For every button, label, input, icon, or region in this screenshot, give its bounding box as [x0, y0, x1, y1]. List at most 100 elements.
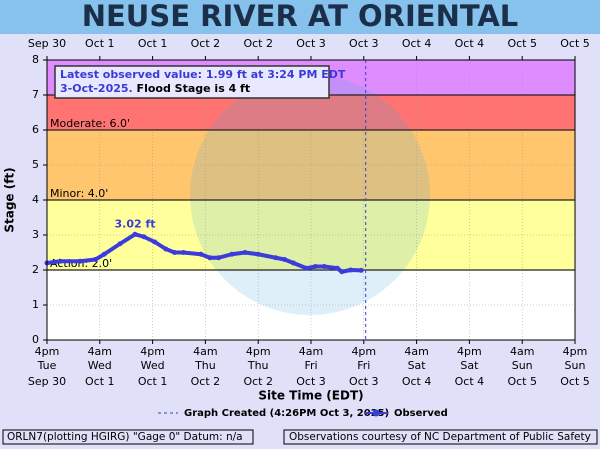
- x-tick-day: Tue: [37, 359, 57, 372]
- footer-left: ORLN7(plotting HGIRG) "Gage 0" Datum: n/…: [7, 431, 243, 443]
- x-tick-day: Sun: [565, 359, 586, 372]
- x-tick-date: Oct 5: [560, 375, 590, 388]
- y-tick-label: 7: [32, 88, 39, 101]
- observed-point: [57, 258, 63, 264]
- top-tick-label: Oct 1: [138, 37, 168, 50]
- observed-point: [77, 258, 83, 264]
- x-tick-day: Thu: [247, 359, 269, 372]
- x-tick-date: Sep 30: [28, 375, 66, 388]
- annotation-flood: Flood Stage is 4 ft: [133, 82, 250, 95]
- x-tick-label: 4am: [299, 345, 323, 358]
- x-tick-label: 4am: [404, 345, 428, 358]
- y-tick-label: 8: [32, 53, 39, 66]
- footer-left-box: [2, 429, 254, 445]
- x-tick-label: 4am: [193, 345, 217, 358]
- x-tick-day: Sat: [460, 359, 479, 372]
- x-tick-label: 4pm: [140, 345, 165, 358]
- observed-point: [180, 250, 186, 255]
- observed-point: [334, 265, 340, 271]
- x-tick-label: 4pm: [246, 345, 271, 358]
- top-tick-label: Oct 1: [85, 37, 115, 50]
- observed-point: [198, 251, 204, 257]
- legend-created: Graph Created (4:26PM Oct 3, 2025): [184, 408, 389, 419]
- x-tick-label: 4pm: [563, 345, 588, 358]
- y-axis-label: Stage (ft): [3, 167, 17, 232]
- x-tick-date: Oct 1: [85, 375, 115, 388]
- y-tick-label: 1: [32, 298, 39, 311]
- observed-point: [358, 267, 364, 273]
- plot-border: [46, 59, 576, 341]
- flood-band: [47, 95, 575, 130]
- observed-point: [339, 269, 345, 275]
- top-tick-label: Sep 30: [28, 37, 66, 50]
- observed-point: [163, 246, 169, 252]
- legend-marker: [372, 409, 380, 417]
- x-tick-date: Oct 4: [402, 375, 432, 388]
- x-tick-date: Oct 1: [138, 375, 168, 388]
- observed-point: [229, 251, 235, 257]
- x-tick-label: 4pm: [457, 345, 482, 358]
- annotation-box: [54, 65, 330, 99]
- observed-point: [172, 250, 178, 255]
- y-tick-label: 2: [32, 263, 39, 276]
- y-tick-label: 6: [32, 123, 39, 136]
- x-tick-day: Fri: [357, 359, 370, 372]
- observed-point: [141, 234, 147, 240]
- x-tick-date: Oct 3: [349, 375, 379, 388]
- top-tick-label: Oct 5: [560, 37, 590, 50]
- top-tick-label: Oct 2: [243, 37, 273, 50]
- x-tick-date: Oct 5: [507, 375, 537, 388]
- x-tick-date: Oct 4: [455, 375, 485, 388]
- y-tick-label: 5: [32, 158, 39, 171]
- observed-point: [132, 231, 138, 237]
- observed-point: [304, 265, 310, 271]
- y-tick-label: 0: [32, 333, 39, 346]
- x-tick-date: Oct 2: [243, 375, 273, 388]
- x-tick-label: 4pm: [351, 345, 376, 358]
- peak-label: 3.02 ft: [114, 217, 155, 230]
- observed-point: [92, 257, 98, 262]
- footer-right: Observations courtesy of NC Department o…: [289, 431, 591, 443]
- x-tick-day: Wed: [88, 359, 112, 372]
- observed-point: [117, 241, 123, 247]
- observed-point: [273, 255, 279, 261]
- title-band: [0, 0, 600, 34]
- top-tick-label: Oct 2: [191, 37, 221, 50]
- observed-point: [348, 267, 354, 273]
- observed-point: [282, 257, 288, 262]
- y-tick-label: 4: [32, 193, 39, 206]
- x-tick-day: Fri: [304, 359, 317, 372]
- x-tick-day: Wed: [141, 359, 165, 372]
- annotation-line: Latest observed value: 1.99 ft at 3:24 P…: [60, 68, 346, 81]
- x-axis-label: Site Time (EDT): [258, 389, 363, 403]
- top-tick-label: Oct 4: [455, 37, 485, 50]
- y-tick-label: 3: [32, 228, 39, 241]
- observed-point: [207, 255, 213, 261]
- observed-point: [216, 255, 222, 261]
- x-tick-day: Thu: [194, 359, 216, 372]
- annotation-date: 3-Oct-2025.: [60, 82, 133, 95]
- x-tick-label: 4am: [88, 345, 112, 358]
- chart-title: NEUSE RIVER AT ORIENTAL: [82, 0, 519, 33]
- top-tick-label: Oct 3: [296, 37, 326, 50]
- x-tick-label: 4pm: [35, 345, 60, 358]
- top-tick-label: Oct 3: [349, 37, 379, 50]
- footer-right-box: [283, 429, 598, 445]
- flood-label: Moderate: 6.0': [50, 117, 130, 130]
- legend-label: Observed: [394, 408, 448, 419]
- observed-line: [46, 232, 362, 274]
- x-tick-label: 4am: [510, 345, 534, 358]
- observed-point: [255, 251, 261, 257]
- top-tick-label: Oct 4: [402, 37, 432, 50]
- observed-point: [290, 260, 296, 266]
- observed-point: [321, 264, 327, 269]
- top-tick-label: Oct 5: [507, 37, 537, 50]
- watermark: [190, 75, 430, 315]
- flood-label: Minor: 4.0': [50, 187, 108, 200]
- observed-point: [101, 251, 107, 257]
- observed-point: [242, 250, 248, 255]
- x-tick-date: Oct 3: [296, 375, 326, 388]
- x-tick-day: Sat: [408, 359, 427, 372]
